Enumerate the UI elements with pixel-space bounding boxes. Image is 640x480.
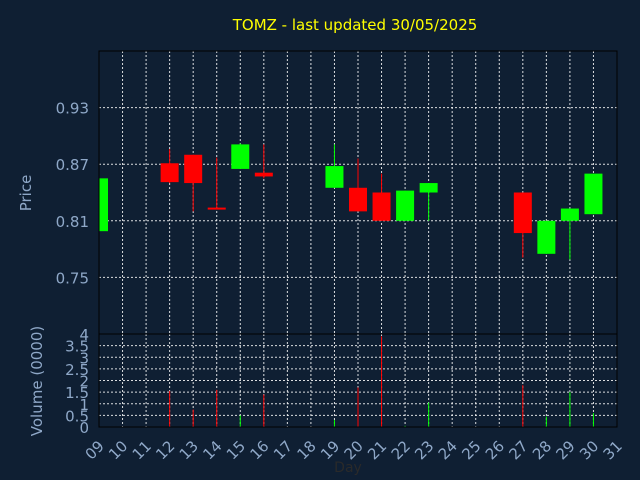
day-tick-label: 31 bbox=[600, 437, 626, 463]
day-tick-label: 22 bbox=[388, 437, 414, 463]
volume-tick-label: 2.5 bbox=[65, 361, 89, 379]
candle-body bbox=[99, 178, 108, 232]
price-candles bbox=[98, 143, 603, 260]
volume-tick-label: 4 bbox=[79, 326, 89, 344]
candle-body bbox=[254, 172, 273, 177]
day-tick-label: 18 bbox=[294, 437, 320, 463]
day-tick-label: 25 bbox=[458, 437, 484, 463]
candle-body bbox=[160, 163, 179, 183]
day-tick-label: 27 bbox=[505, 437, 531, 463]
candle-body bbox=[396, 190, 415, 221]
day-axis-label: Day bbox=[334, 460, 362, 476]
day-tick-label: 11 bbox=[129, 437, 155, 463]
candle-body bbox=[372, 192, 391, 221]
day-tick-label: 30 bbox=[576, 437, 602, 463]
candle-body bbox=[325, 166, 344, 188]
day-tick-label: 23 bbox=[411, 437, 437, 463]
volume-tick-label: 0.5 bbox=[65, 407, 89, 425]
price-axis-label: Price bbox=[17, 175, 35, 212]
day-tick-label: 28 bbox=[529, 437, 555, 463]
day-tick-label: 17 bbox=[270, 437, 296, 463]
candle-body bbox=[231, 144, 250, 169]
day-tick-label: 12 bbox=[152, 437, 178, 463]
day-tick-label: 10 bbox=[105, 437, 131, 463]
candle-body bbox=[513, 192, 532, 234]
candle-body bbox=[184, 154, 203, 184]
candle-body bbox=[560, 208, 579, 221]
day-tick-label: 24 bbox=[435, 437, 461, 463]
price-tick-label: 0.75 bbox=[56, 269, 89, 287]
day-tick-label: 13 bbox=[176, 437, 202, 463]
candle-body bbox=[349, 187, 367, 212]
volume-bars bbox=[98, 336, 594, 427]
chart-title: TOMZ - last updated 30/05/2025 bbox=[232, 16, 478, 34]
candle-body bbox=[419, 183, 438, 193]
price-tick-label: 0.93 bbox=[56, 100, 89, 118]
volume-tick-label: 3 bbox=[79, 349, 89, 367]
day-tick-label: 14 bbox=[199, 437, 225, 463]
candle-body bbox=[207, 207, 226, 210]
volume-tick-label: 1.5 bbox=[65, 384, 89, 402]
volume-axis-label: Volume (0000) bbox=[28, 326, 46, 436]
day-tick-label: 21 bbox=[364, 437, 390, 463]
candle-body bbox=[537, 220, 556, 254]
day-tick-label: 09 bbox=[82, 437, 108, 463]
price-tick-label: 0.81 bbox=[56, 213, 89, 231]
price-tick-label: 0.87 bbox=[56, 156, 89, 174]
candle-body bbox=[584, 173, 603, 215]
day-tick-label: 16 bbox=[246, 437, 272, 463]
volume-tick-label: 0 bbox=[79, 419, 89, 437]
axis-tick-labels: 0.750.810.870.9300.511.522.533.540910111… bbox=[56, 100, 626, 464]
day-tick-label: 15 bbox=[223, 437, 249, 463]
day-tick-label: 26 bbox=[482, 437, 508, 463]
volume-tick-label: 1 bbox=[79, 396, 89, 414]
volume-tick-label: 3.5 bbox=[65, 338, 89, 356]
volume-tick-label: 2 bbox=[79, 373, 89, 391]
day-tick-label: 29 bbox=[553, 437, 579, 463]
volume-panel-frame bbox=[98, 333, 618, 428]
